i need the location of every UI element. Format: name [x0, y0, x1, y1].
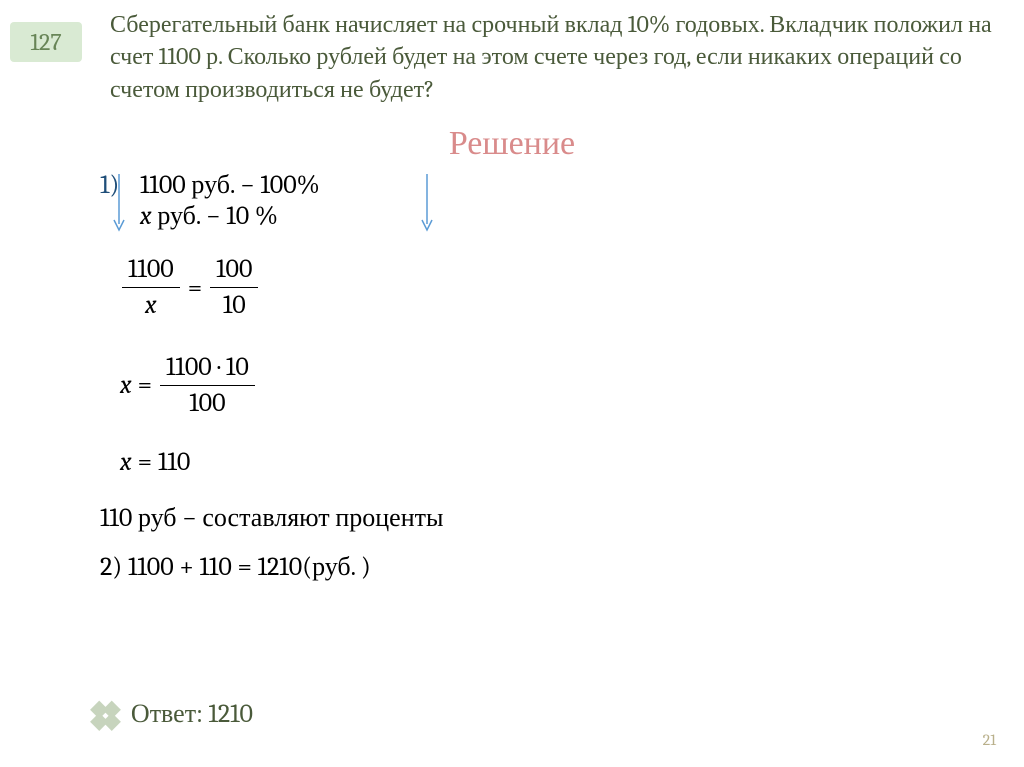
equation-1: 1100 x = 100 10 [120, 252, 443, 323]
slide-number: 21 [983, 731, 996, 749]
equation-2: x = 1100 · 10 100 [120, 350, 443, 421]
answer-value: 1210 [208, 699, 253, 729]
equals-sign: = [188, 273, 202, 303]
proportion-line-1: 1100 руб. − 100% [140, 170, 320, 201]
eq1-lhs-den: x [122, 288, 180, 323]
problem-statement-text: Сберегательный банк начисляет на срочный… [110, 10, 992, 103]
step2-expression: 1100 + 110 = 1210(руб. ) [128, 552, 371, 582]
answer-block: ◆◆◆◆ Ответ: 1210 [90, 699, 253, 729]
diamond-bullet-icon: ◆◆◆◆ [90, 702, 115, 726]
proportion-line-2: x руб. − 10 % [140, 201, 320, 232]
eq1-lhs-num: 1100 [122, 252, 180, 288]
arrow-down-icon [112, 172, 126, 232]
step2-label: 2) [100, 552, 122, 582]
eq2-rhs-den: 100 [160, 386, 255, 421]
problem-number: 127 [30, 28, 61, 56]
eq1-rhs-num: 100 [210, 252, 258, 288]
equals-sign: = [138, 370, 152, 400]
proportion-line-2-rest: руб. − 10 % [152, 201, 278, 231]
equation-3: x = 110 [120, 447, 443, 477]
solution-body: 1) 1100 руб. − 100% x руб. − 10 % 1100 x… [100, 170, 443, 583]
eq3-lhs: x [120, 447, 132, 477]
problem-number-badge: 127 [10, 22, 82, 62]
answer-label: Ответ: [131, 699, 209, 729]
proportion-x: x [140, 201, 152, 231]
eq3-rhs: 110 [158, 447, 190, 477]
problem-statement: Сберегательный банк начисляет на срочный… [110, 8, 1004, 105]
step1-explain: 110 руб − составляют проценты [100, 503, 443, 534]
equals-sign: = [138, 447, 152, 477]
answer-text: Ответ: 1210 [131, 699, 253, 729]
eq2-rhs-num: 1100 · 10 [160, 350, 255, 386]
step2: 2) 1100 + 110 = 1210(руб. ) [100, 552, 443, 583]
solution-heading-text: Решение [449, 123, 575, 163]
arrow-down-icon [420, 172, 434, 232]
eq1-rhs-den: 10 [210, 288, 258, 323]
eq2-lhs: x [120, 370, 132, 400]
solution-heading: Решение [0, 123, 1024, 163]
